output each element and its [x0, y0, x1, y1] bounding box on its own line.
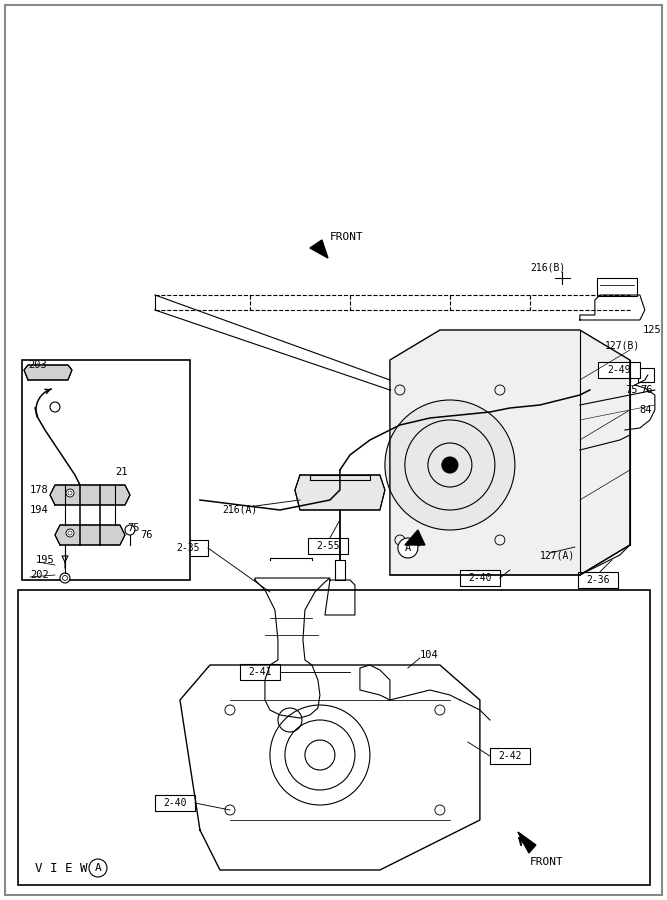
Circle shape	[398, 538, 418, 558]
Text: 2-36: 2-36	[586, 575, 610, 585]
Text: 76: 76	[140, 530, 153, 540]
Text: 2-55: 2-55	[316, 541, 340, 551]
Bar	[597, 278, 637, 296]
Text: 216(B): 216(B)	[530, 263, 565, 273]
Circle shape	[385, 400, 515, 530]
Text: A: A	[95, 863, 101, 873]
Text: 178: 178	[30, 485, 49, 495]
Circle shape	[66, 489, 74, 497]
Text: 76: 76	[640, 385, 652, 395]
Bar	[598, 362, 640, 378]
Text: 194: 194	[30, 505, 49, 515]
Text: FRONT: FRONT	[330, 232, 364, 242]
Text: 125: 125	[643, 325, 662, 335]
Bar	[308, 538, 348, 554]
Text: 2-41: 2-41	[248, 667, 271, 677]
Circle shape	[60, 573, 70, 583]
Bar	[18, 590, 650, 885]
Polygon shape	[50, 485, 130, 505]
Circle shape	[66, 529, 74, 537]
Text: 127(A): 127(A)	[540, 551, 575, 561]
Text: FRONT: FRONT	[530, 857, 564, 867]
Text: 202: 202	[30, 570, 49, 580]
Bar	[22, 360, 190, 580]
Bar	[490, 748, 530, 764]
Circle shape	[442, 457, 458, 473]
Text: 203: 203	[28, 360, 47, 370]
Text: 75: 75	[625, 385, 638, 395]
Polygon shape	[390, 330, 630, 575]
Text: 195: 195	[36, 555, 55, 565]
Text: 127(B): 127(B)	[605, 340, 640, 350]
Bar	[168, 540, 208, 556]
Text: 2-40: 2-40	[163, 798, 187, 808]
Text: 84: 84	[640, 405, 652, 415]
Circle shape	[50, 402, 60, 412]
Polygon shape	[295, 475, 385, 510]
Bar	[638, 368, 654, 382]
Text: 21: 21	[115, 467, 127, 477]
Polygon shape	[405, 530, 425, 545]
Polygon shape	[24, 365, 72, 380]
Text: 2-35: 2-35	[176, 543, 199, 553]
Bar	[240, 664, 280, 680]
Polygon shape	[518, 832, 536, 853]
Text: 2-49: 2-49	[607, 365, 630, 375]
Text: 104: 104	[420, 650, 439, 660]
Text: 2-40: 2-40	[468, 573, 492, 583]
Text: 2-42: 2-42	[498, 751, 522, 761]
Circle shape	[89, 859, 107, 877]
Bar	[578, 572, 618, 588]
Polygon shape	[310, 240, 328, 258]
Text: A: A	[405, 543, 411, 553]
Polygon shape	[55, 525, 125, 545]
Text: 216(A): 216(A)	[222, 505, 257, 515]
Text: 75: 75	[127, 523, 139, 533]
Bar	[155, 795, 195, 811]
Bar	[460, 570, 500, 586]
Text: V I E W: V I E W	[35, 861, 87, 875]
Circle shape	[125, 525, 135, 535]
